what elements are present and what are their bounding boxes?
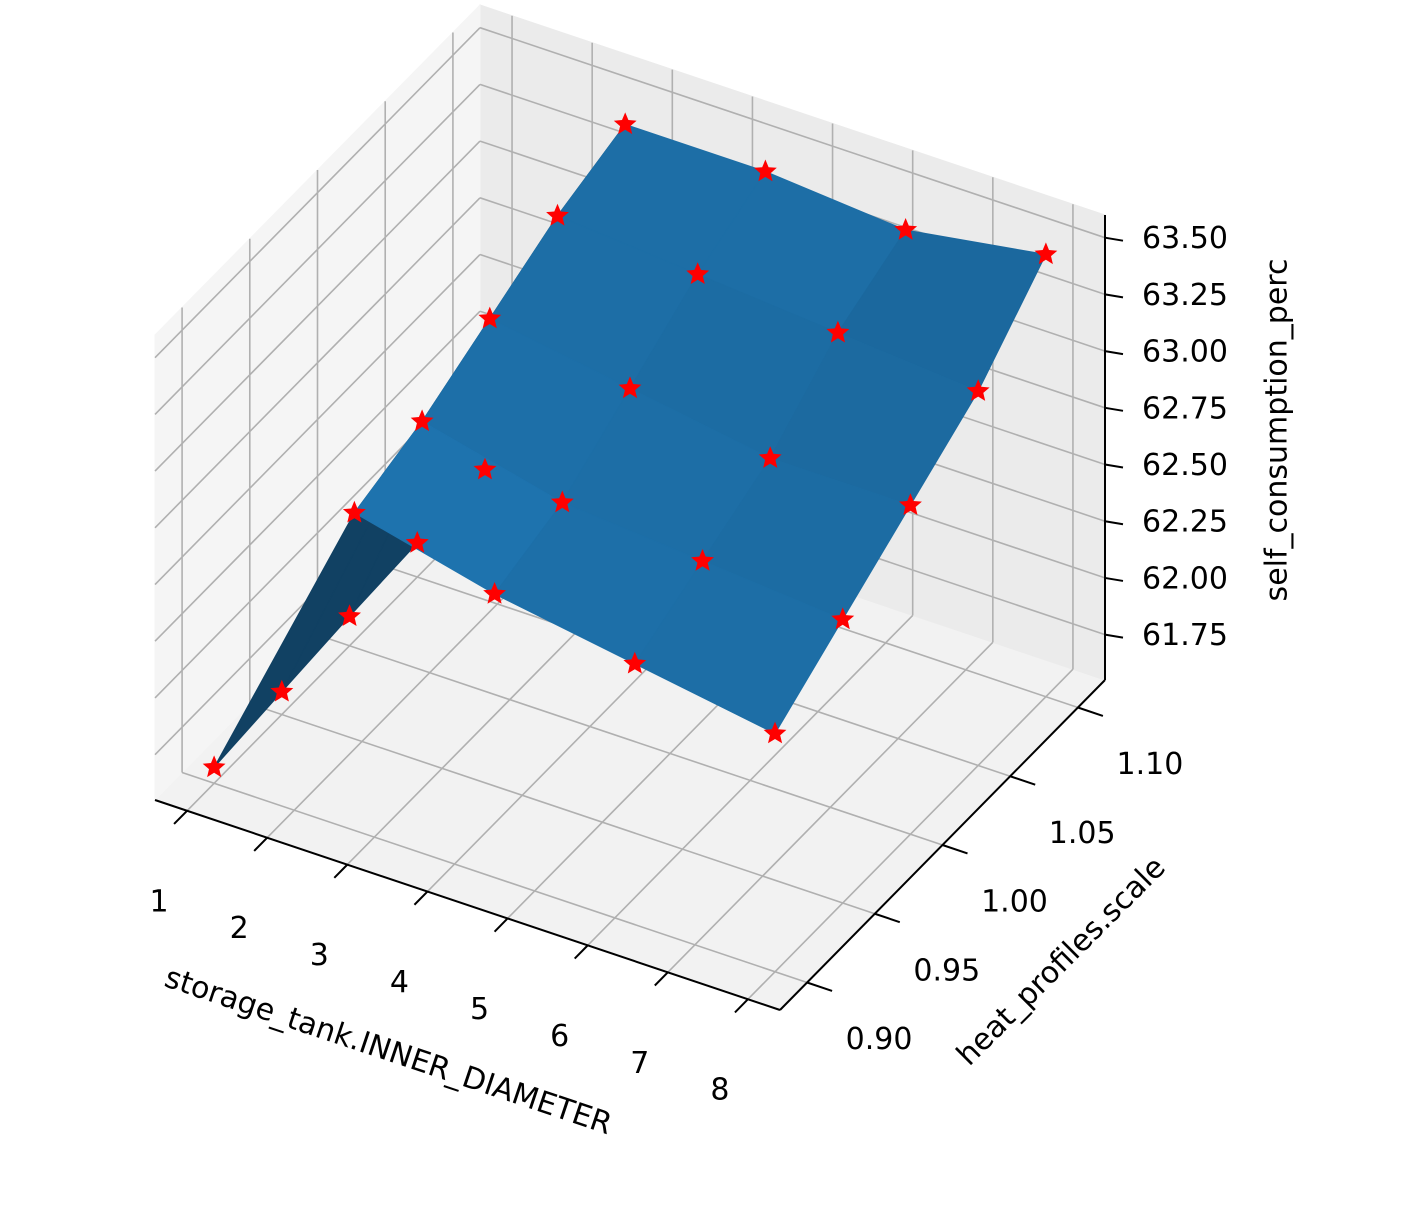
x-tick-label: 2 xyxy=(230,911,249,946)
data-point xyxy=(754,159,777,182)
data-point xyxy=(966,379,990,401)
data-point xyxy=(342,500,366,523)
x-tick xyxy=(493,917,509,933)
data-point xyxy=(410,409,434,432)
z-tick xyxy=(1104,350,1124,356)
x-tick-label: 5 xyxy=(470,992,489,1027)
y-tick xyxy=(1077,706,1104,717)
data-point xyxy=(473,457,497,480)
y-tick-label: 0.90 xyxy=(846,1022,913,1057)
x-tick-label: 3 xyxy=(310,938,329,973)
y-tick xyxy=(874,912,901,924)
z-tick-label: 63.00 xyxy=(1142,335,1228,370)
z-tick xyxy=(1104,520,1124,526)
x-tick xyxy=(573,944,589,960)
z-axis-label: self_consumption_perc xyxy=(1260,259,1295,602)
y-tick-label: 1.05 xyxy=(1049,816,1116,851)
data-point xyxy=(550,490,574,513)
grid-line xyxy=(317,634,943,846)
z-tick-label: 61.75 xyxy=(1142,618,1228,653)
y-tick xyxy=(1009,775,1036,786)
data-point xyxy=(478,306,502,329)
x-tick xyxy=(413,890,429,906)
z-tick xyxy=(1104,406,1124,412)
data-point xyxy=(618,376,642,399)
z-tick-label: 62.50 xyxy=(1142,448,1228,483)
y-tick-label: 1.10 xyxy=(1117,747,1184,782)
data-point xyxy=(899,493,922,515)
data-point xyxy=(613,112,637,135)
z-tick xyxy=(1104,236,1124,242)
z-tick xyxy=(1104,633,1124,639)
z-tick-label: 62.75 xyxy=(1142,391,1228,426)
grid-line xyxy=(154,83,481,415)
x-tick xyxy=(734,998,749,1014)
y-tick xyxy=(806,981,833,992)
data-point xyxy=(763,721,787,744)
data-point xyxy=(270,679,294,702)
data-point xyxy=(691,549,714,571)
grid-line xyxy=(154,27,481,359)
data-point xyxy=(758,446,782,468)
y-tick-label: 0.95 xyxy=(913,953,980,988)
grid-line xyxy=(154,140,481,472)
y-tick xyxy=(942,844,968,855)
data-point xyxy=(1034,242,1058,265)
data-point xyxy=(546,203,569,226)
y-tick-label: 1.00 xyxy=(981,885,1048,920)
x-axis-label: storage_tank.INNER_DIAMETER xyxy=(160,960,616,1142)
x-tick xyxy=(253,836,268,852)
grid-line xyxy=(249,702,876,915)
data-point xyxy=(894,218,918,240)
x-tick-label: 8 xyxy=(710,1073,729,1108)
x-tick-label: 6 xyxy=(550,1019,569,1054)
z-tick xyxy=(1104,293,1124,299)
z-tick xyxy=(1104,463,1124,469)
grid-line xyxy=(154,310,481,642)
data-point xyxy=(483,582,506,604)
x-tick-label: 1 xyxy=(150,884,169,919)
grid-line xyxy=(479,26,1106,239)
z-tick-label: 63.50 xyxy=(1142,221,1228,256)
data-point xyxy=(338,604,361,626)
axis-line xyxy=(779,679,1106,1011)
grid-line xyxy=(154,197,481,529)
data-point xyxy=(826,320,850,343)
grid-line xyxy=(181,771,808,984)
x-tick xyxy=(333,863,349,879)
x-tick xyxy=(173,810,188,825)
data-point xyxy=(831,607,855,630)
z-tick-label: 63.25 xyxy=(1142,278,1228,313)
z-tick xyxy=(1104,576,1124,582)
data-point xyxy=(202,755,226,778)
axis-line xyxy=(154,799,781,1011)
data-point xyxy=(686,262,710,284)
grid-line xyxy=(154,253,481,586)
data-point xyxy=(405,531,429,553)
z-tick-label: 62.25 xyxy=(1142,505,1228,540)
z-tick-label: 62.00 xyxy=(1142,561,1228,596)
x-tick-label: 7 xyxy=(630,1046,649,1081)
x-tick-label: 4 xyxy=(390,965,409,1000)
x-tick xyxy=(654,971,669,987)
data-point xyxy=(623,651,647,674)
y-axis-label: heat_profiles.scale xyxy=(950,850,1173,1073)
